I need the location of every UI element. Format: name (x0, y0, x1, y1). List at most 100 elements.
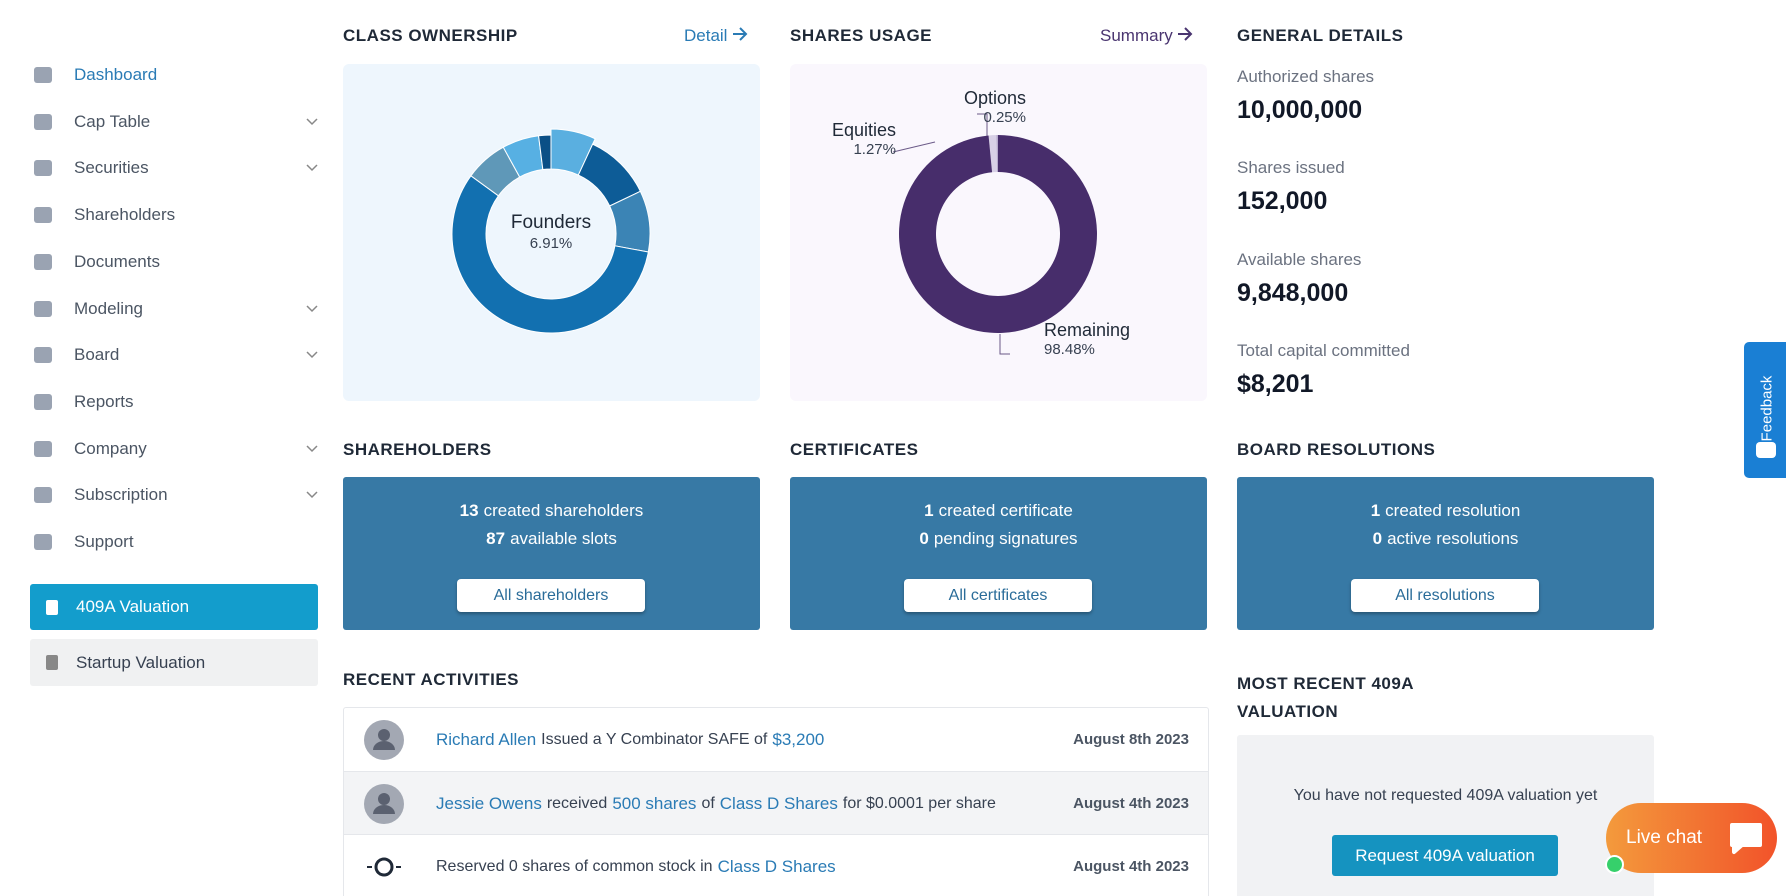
menu-icon (34, 300, 52, 317)
chevron (306, 164, 318, 172)
center-value: 6.91% (530, 235, 573, 252)
menu-item[interactable]: Dashboard (34, 55, 318, 95)
summary-link[interactable]: Summary (1100, 26, 1193, 46)
chevron (306, 445, 318, 452)
stat-text: active resolutions (1387, 529, 1519, 548)
menu-item[interactable]: Reports (34, 382, 318, 422)
activity-text: of (701, 794, 715, 812)
donut-chart: Founders 6.91% (451, 128, 651, 334)
menu-icon (34, 393, 52, 410)
chevron (306, 118, 318, 125)
menu-label: Documents (74, 251, 160, 271)
activity-link: Jessie Owens (436, 793, 542, 813)
menu-label: Subscription (74, 485, 168, 505)
valuation-box: You have not requested 409A valuation ye… (1237, 735, 1654, 896)
menu-item[interactable]: Support (34, 522, 318, 562)
activity-link: Class D Shares (717, 856, 836, 876)
stat-count: 87 (486, 529, 506, 548)
stat-button[interactable]: All shareholders (457, 579, 645, 612)
activity-date: August 4th 2023 (1073, 858, 1189, 875)
chevron (306, 351, 318, 359)
detail-value: 152,000 (1237, 187, 1328, 216)
menu-icon (34, 253, 52, 270)
detail-value: 10,000,000 (1237, 96, 1363, 124)
detail-value: 9,848,000 (1237, 278, 1349, 307)
activity-date: August 4th 2023 (1073, 795, 1189, 812)
live-chat-label: Live chat (1626, 827, 1703, 848)
activity-text: for $0.0001 per share (842, 794, 996, 812)
menu-label: Company (74, 438, 147, 458)
menu-label: Board (74, 345, 120, 365)
menu-item[interactable]: Securities (34, 148, 318, 188)
live-chat[interactable]: Live chat (1606, 803, 1777, 873)
center-label: Founders (511, 212, 591, 233)
activity-text: Issued a Y Combinator SAFE of (541, 730, 768, 748)
stat-line: 13 created shareholders (343, 501, 760, 521)
chevron (306, 491, 318, 499)
menu-icon (34, 347, 52, 364)
stat-line: 87 available slots (343, 529, 760, 549)
arrow-icon (1178, 27, 1193, 41)
detail-label: Shares issued (1237, 158, 1345, 178)
menu-item[interactable]: Shareholders (34, 195, 318, 235)
detail-link[interactable]: Detail (684, 26, 748, 46)
activity-row: Jessie Owens received 500 shares of Class D … (344, 771, 1208, 835)
stat-text: created certificate (938, 501, 1073, 520)
menu-icon (34, 440, 52, 457)
activity-link: 500 shares (612, 793, 697, 813)
menu-item[interactable]: Cap Table (34, 102, 318, 142)
section-title: BOARD RESOLUTIONS (1237, 440, 1436, 459)
detail-label: Available shares (1237, 249, 1362, 269)
menu-item[interactable]: Subscription (34, 475, 318, 515)
menu-label: Support (74, 532, 134, 551)
menu-item[interactable]: Documents (34, 242, 318, 282)
class-ownership-card: Founders 6.91% (343, 64, 760, 401)
feedback-icon (1756, 442, 1776, 458)
menu-label: Securities (74, 158, 149, 178)
leader-line (892, 141, 936, 153)
stat-box: 1 created resolution 0 active resolutions Al… (1237, 477, 1654, 630)
section-title: SHAREHOLDERS (343, 440, 492, 459)
menu-label: Modeling (74, 298, 143, 318)
menu-button[interactable]: Startup Valuation (30, 639, 318, 686)
activity-icon (364, 719, 404, 760)
leader-line (999, 334, 1010, 355)
stat-count: 1 (1370, 501, 1381, 520)
activity-icon (364, 847, 404, 887)
segment-value: 98.48% (1044, 341, 1095, 358)
menu-button[interactable]: 409A Valuation (30, 584, 318, 630)
request-button[interactable]: Request 409A valuation (1332, 835, 1558, 876)
stat-button[interactable]: All certificates (904, 579, 1092, 612)
stat-box: 13 created shareholders 87 available slots A… (343, 477, 760, 630)
menu-icon (34, 67, 52, 83)
feedback-tab[interactable]: Feedback (1744, 342, 1786, 478)
leader-line (977, 113, 988, 144)
stat-text: created shareholders (483, 501, 644, 520)
stat-line: 0 pending signatures (790, 529, 1207, 549)
menu-label: Cap Table (74, 111, 151, 131)
stat-line: 1 created resolution (1237, 501, 1654, 521)
menu-item[interactable]: Modeling (34, 289, 318, 329)
shares-usage-card: Equities 1.27% Options 0.25% Remaining 98.48% (790, 64, 1207, 401)
section-title: MOST RECENT 409A VALUATION (1237, 674, 1414, 721)
activity-table: Richard Allen Issued a Y Combinator SAFE … (343, 707, 1209, 896)
arrow-icon (733, 27, 748, 41)
detail-value: $8,201 (1237, 369, 1314, 398)
segment-value: 1.27% (853, 141, 896, 158)
chat-icon (1730, 823, 1762, 854)
menu-item[interactable]: Board (34, 335, 318, 375)
activity-date: August 8th 2023 (1073, 731, 1189, 748)
stat-button[interactable]: All resolutions (1351, 579, 1539, 612)
activity-text: received (546, 794, 608, 812)
feedback-label: Feedback (1758, 375, 1776, 442)
donut-segment (451, 175, 649, 334)
section-title: CERTIFICATES (790, 440, 919, 459)
menu-icon (34, 207, 52, 224)
donut-segment (538, 134, 552, 171)
activity-link: $3,200 (772, 729, 825, 749)
menu-item[interactable]: Company (34, 429, 318, 469)
stat-text: available slots (510, 529, 617, 548)
menu-icon (34, 160, 52, 177)
